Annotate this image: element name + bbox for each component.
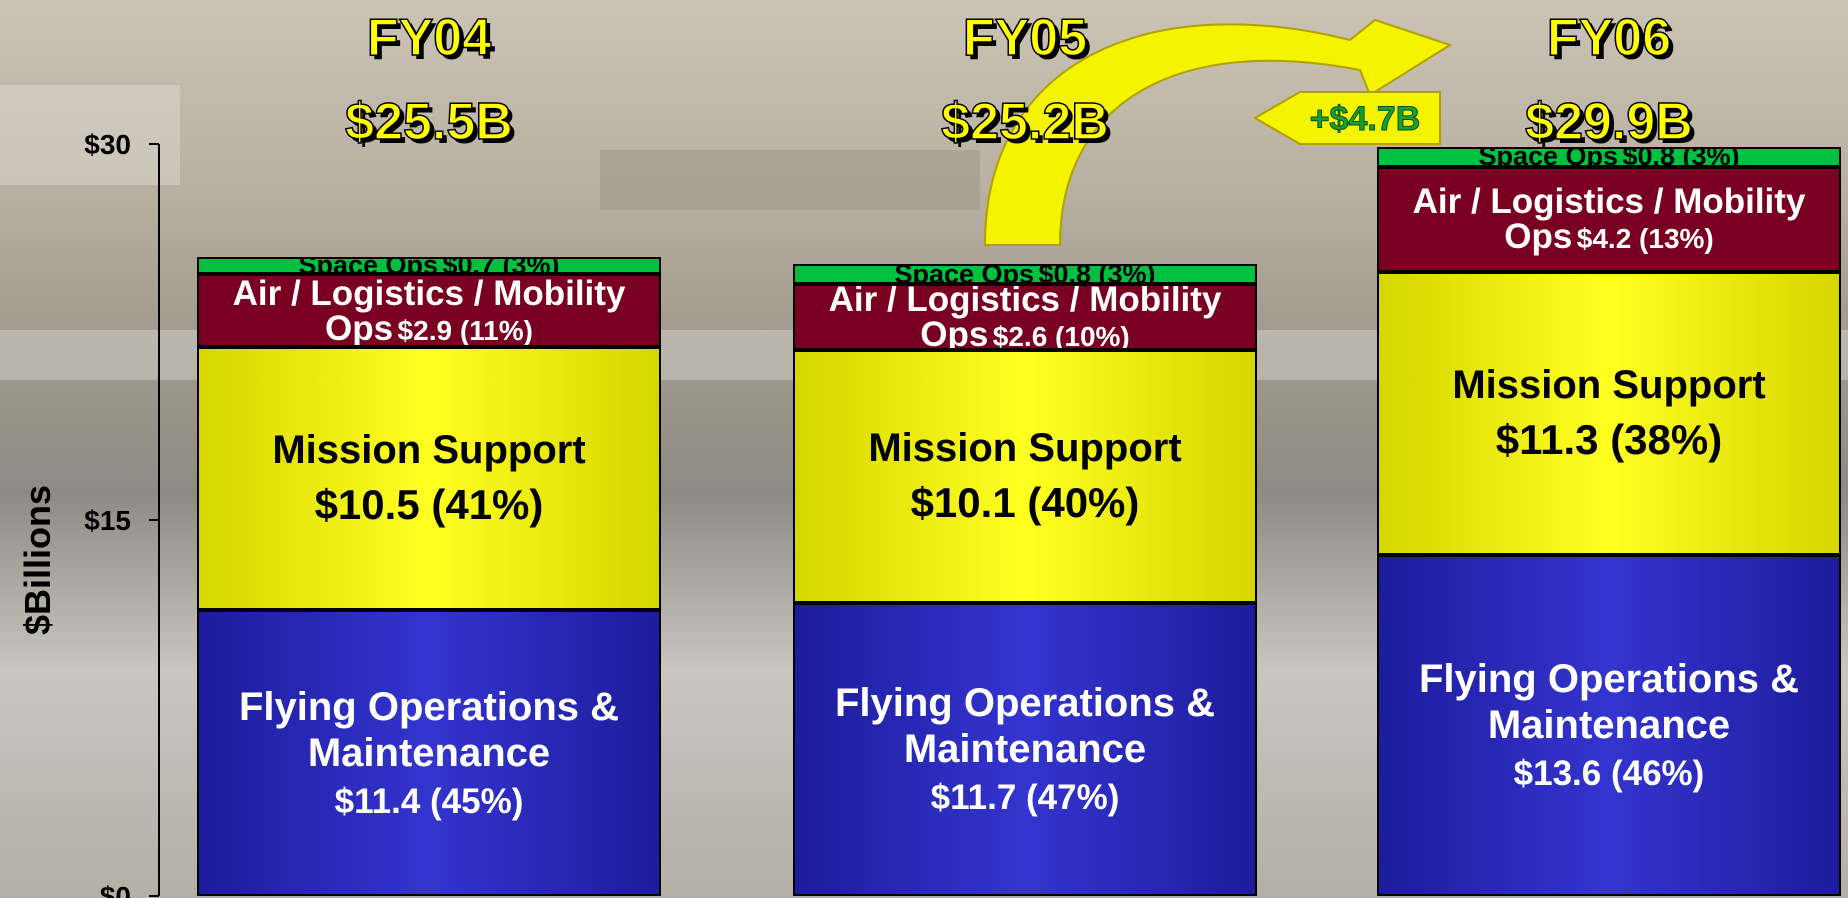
series-name: Flying Operations & Maintenance — [238, 684, 620, 775]
bar-segment: Air / Logistics / Mobility Ops $2.6 (10%… — [793, 284, 1257, 350]
total-label: $25.2B — [940, 93, 1109, 151]
series-name: Flying Operations & Maintenance — [834, 681, 1216, 772]
series-name: Space Ops — [298, 256, 439, 275]
value-label: $2.9 (11%) — [397, 314, 533, 346]
segment-label: Flying Operations & Maintenance $11.7 (4… — [795, 680, 1255, 818]
value-label: $10.1 (40%) — [910, 478, 1140, 526]
category-label: FY06 — [1546, 9, 1672, 67]
series-name: Space Ops — [1478, 146, 1619, 167]
total-label: $29.9B — [1524, 93, 1693, 151]
series-name: Space Ops — [894, 264, 1035, 285]
category-label: FY05 — [962, 9, 1088, 67]
bar-segment: Space Ops $0.7 (3%) — [197, 256, 661, 275]
bar-segment: Space Ops $0.8 (3%) — [1377, 146, 1841, 167]
value-label: $11.3 (38%) — [1495, 416, 1723, 464]
y-tick-label: $30 — [84, 129, 131, 160]
bar-segment: Air / Logistics / Mobility Ops $4.2 (13%… — [1377, 166, 1841, 272]
value-label: $0.8 (3%) — [1038, 264, 1156, 285]
bar-segment: Mission Support $10.5 (41%) — [197, 347, 661, 611]
value-label: $11.7 (47%) — [930, 778, 1120, 818]
series-name: Air / Logistics / Mobility Ops — [232, 274, 626, 348]
value-label: $2.6 (10%) — [992, 320, 1130, 350]
value-label: $11.4 (45%) — [334, 781, 524, 821]
segment-label: Mission Support $11.3 (38%) — [1452, 362, 1765, 464]
bar-segment: Flying Operations & Maintenance $13.6 (4… — [1377, 555, 1841, 896]
segment-label: Mission Support $10.5 (41%) — [272, 427, 585, 529]
series-name: Air / Logistics / Mobility Ops — [828, 284, 1222, 350]
series-name: Air / Logistics / Mobility Ops — [1412, 182, 1806, 257]
bar-segment: Mission Support $11.3 (38%) — [1377, 271, 1841, 556]
annotation-arrow — [1253, 91, 1441, 145]
annotation: +$4.7B — [1310, 100, 1421, 138]
series-name: Mission Support — [272, 428, 586, 473]
bar-segment: Air / Logistics / Mobility Ops $2.9 (11%… — [197, 274, 661, 348]
value-label: $13.6 (46%) — [1513, 754, 1705, 794]
segment-label: Air / Logistics / Mobility Ops $2.6 (10%… — [795, 284, 1255, 350]
y-tick-label: $15 — [84, 505, 131, 536]
segment-label: Air / Logistics / Mobility Ops $4.2 (13%… — [1379, 184, 1839, 254]
bar-segment: Flying Operations & Maintenance $11.7 (4… — [793, 602, 1257, 896]
value-label: $0.7 (3%) — [442, 256, 560, 275]
y-tick-label: $0 — [100, 881, 131, 898]
segment-label: Flying Operations & Maintenance $11.4 (4… — [199, 684, 659, 822]
bg-shape — [600, 150, 980, 210]
segment-label: Space Ops $0.8 (3%) — [1478, 146, 1740, 167]
series-name: Mission Support — [1452, 363, 1766, 408]
bar-segment: Space Ops $0.8 (3%) — [793, 264, 1257, 285]
bg-shape — [0, 85, 180, 185]
y-axis-title: $Billions — [17, 485, 58, 635]
value-label: $4.2 (13%) — [1576, 223, 1714, 255]
series-name: Mission Support — [868, 425, 1182, 470]
segment-label: Space Ops $0.7 (3%) — [298, 256, 560, 275]
growth-arrow — [983, 18, 1453, 246]
value-label: $10.5 (41%) — [314, 481, 544, 529]
segment-label: Flying Operations & Maintenance $13.6 (4… — [1379, 656, 1839, 794]
segment-label: Space Ops $0.8 (3%) — [894, 264, 1156, 285]
series-name: Flying Operations & Maintenance — [1418, 657, 1800, 748]
segment-label: Air / Logistics / Mobility Ops $2.9 (11%… — [199, 274, 659, 348]
bar-segment: Flying Operations & Maintenance $11.4 (4… — [197, 610, 661, 896]
total-label: $25.5B — [344, 93, 513, 151]
segment-label: Mission Support $10.1 (40%) — [868, 425, 1181, 527]
value-label: $0.8 (3%) — [1622, 146, 1740, 167]
category-label: FY04 — [366, 9, 492, 67]
bar-segment: Mission Support $10.1 (40%) — [793, 349, 1257, 603]
